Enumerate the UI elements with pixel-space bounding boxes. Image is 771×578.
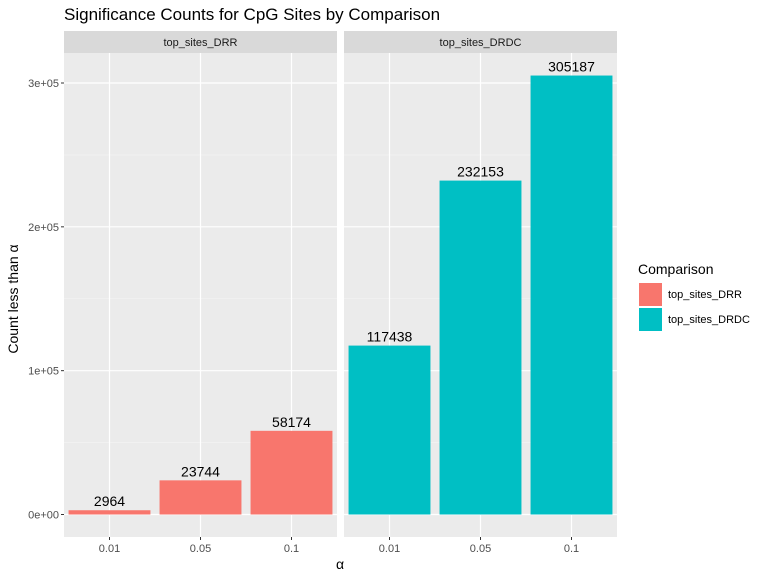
bar-value-label: 117438	[367, 329, 413, 345]
y-tick-label: 0e+00	[28, 510, 59, 522]
bar	[250, 430, 333, 515]
x-tick-label: 0.01	[99, 543, 120, 555]
facet-strip	[64, 31, 337, 53]
x-axis-title: α	[336, 556, 344, 572]
y-tick-label: 1e+05	[28, 366, 59, 378]
y-tick-label: 2e+05	[28, 222, 59, 234]
x-tick-label: 0.01	[379, 543, 400, 555]
bar-value-label: 58174	[272, 414, 311, 430]
legend-title: Comparison	[638, 261, 713, 277]
x-tick-label: 0.1	[284, 543, 299, 555]
y-axis-title: Count less than α	[5, 244, 21, 353]
x-tick-label: 0.1	[564, 543, 579, 555]
y-tick-label: 3e+05	[28, 78, 59, 90]
bar-value-label: 232153	[457, 164, 504, 180]
legend: Comparison top_sites_DRR top_sites_DRDC	[638, 261, 750, 331]
facet-panel-top_sites_DRDC: top_sites_DRDC 117438 232153 305187 0.01 0.05…	[344, 31, 617, 555]
chart-title: Significance Counts for CpG Sites by Com…	[64, 5, 440, 24]
bar	[159, 480, 242, 515]
facet-panel-top_sites_DRR: top_sites_DRR 2964 23744 58174 0.01 0.05 0.1	[64, 31, 337, 555]
bar	[348, 345, 431, 515]
x-tick-label: 0.05	[470, 543, 491, 555]
bar-value-label: 23744	[181, 463, 220, 479]
x-tick-label: 0.05	[190, 543, 211, 555]
bar-value-label: 2964	[94, 493, 125, 509]
legend-label: top_sites_DRDC	[668, 314, 750, 326]
bar	[68, 510, 151, 515]
bar	[439, 180, 522, 515]
legend-key	[639, 283, 662, 306]
bar	[530, 75, 613, 515]
legend-label: top_sites_DRR	[668, 289, 742, 301]
facet-strip	[344, 31, 617, 53]
legend-key	[639, 308, 662, 331]
bar-value-label: 305187	[548, 59, 595, 75]
facet-strip-label: top_sites_DRR	[164, 37, 238, 49]
facet-strip-label: top_sites_DRDC	[440, 37, 522, 49]
